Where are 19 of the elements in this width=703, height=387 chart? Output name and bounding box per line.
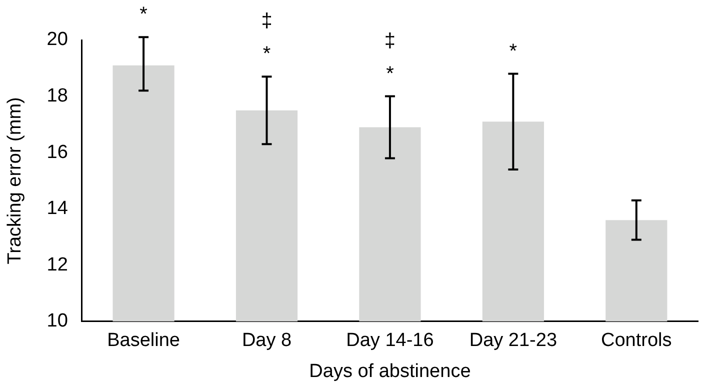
y-tick-label: 14 [46, 198, 68, 220]
annotation: * [140, 4, 148, 26]
y-tick-label: 20 [46, 29, 68, 50]
annotation: ‡ [261, 10, 272, 32]
annotation: ‡ [384, 30, 396, 52]
y-tick-label: 16 [46, 142, 68, 163]
annotation: * [509, 40, 518, 62]
x-tick-label: Baseline [107, 330, 180, 352]
x-tick-label: Day 14-16 [346, 330, 434, 352]
annotation: * [262, 43, 271, 66]
y-tick-label: 18 [46, 86, 68, 107]
x-tick-label: Day 21-23 [469, 330, 558, 352]
x-tick-label: Controls [601, 330, 672, 352]
y-tick-label: 12 [46, 254, 68, 276]
y-tick-label: 10 [46, 310, 68, 332]
x-tick-label: Day 8 [242, 330, 292, 352]
y-axis-title: Tracking error (mm) [4, 97, 26, 264]
x-axis-title: Days of abstinence [309, 360, 471, 382]
annotation: * [386, 62, 394, 85]
